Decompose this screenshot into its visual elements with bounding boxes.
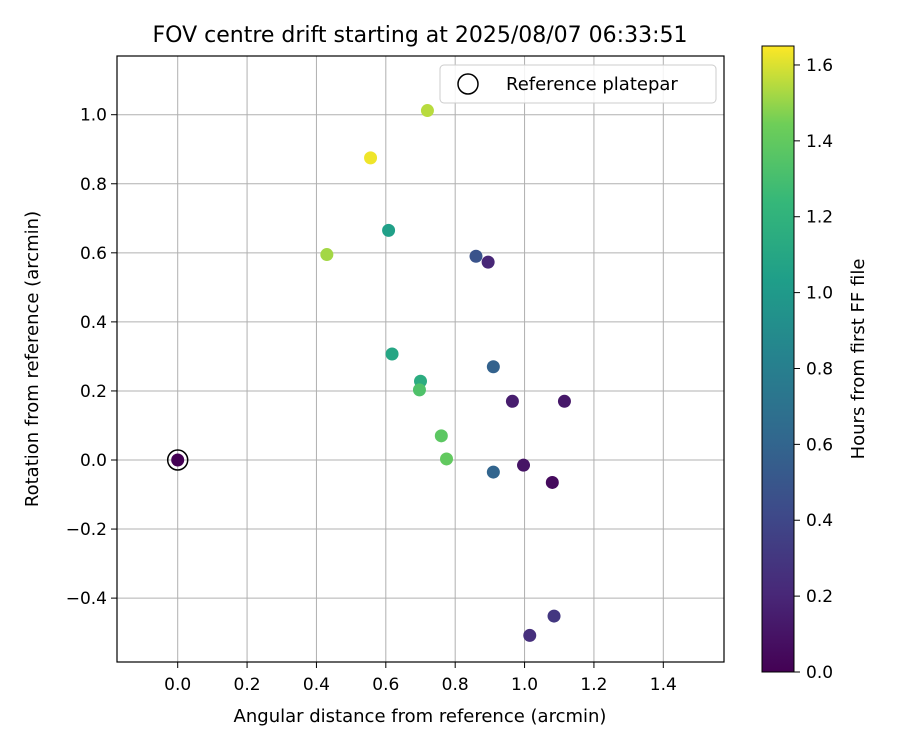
y-tick-label: −0.4 [66,589,107,609]
colorbar: 0.0 0.2 0.4 0.6 0.8 1.0 1.2 1.4 1.6 Hours from f… [761,45,869,683]
y-axis-ticks: −0.4 −0.2 0.0 0.2 0.4 0.6 0.8 1.0 [66,106,117,609]
y-tick-label: 0.4 [80,313,107,333]
x-axis-ticks: 0.0 0.2 0.4 0.6 0.8 1.0 1.2 1.4 [164,662,677,695]
colorbar-tick-label: 0.6 [806,435,833,455]
data-point [420,104,434,118]
x-tick-label: 0.2 [234,675,261,695]
y-tick-label: −0.2 [66,520,107,540]
data-point [505,394,519,408]
legend-box [439,64,717,104]
reference-marker [166,449,189,471]
data-point [547,609,561,623]
data-point [545,475,559,489]
chart-title: FOV centre drift starting at 2025/08/07 … [153,23,688,48]
data-point [557,394,571,408]
data-point [382,223,396,237]
data-point [486,360,500,374]
reference-platepar-marker [166,449,189,471]
data-point [523,628,537,642]
data-points [171,104,571,642]
data-point [434,429,448,443]
y-tick-label: 0.6 [80,244,107,264]
colorbar-tick-label: 0.8 [806,359,833,379]
colorbar-gradient [761,45,795,673]
colorbar-tick-label: 1.0 [806,284,833,304]
data-point [364,151,378,165]
x-tick-label: 1.4 [650,675,677,695]
y-tick-label: 0.0 [80,451,107,471]
plot-frame [116,55,725,663]
x-axis-label: Angular distance from reference (arcmin) [234,706,607,727]
data-point [385,347,399,361]
data-point [469,249,483,263]
y-axis-label: Rotation from reference (arcmin) [22,211,43,507]
colorbar-tick-label: 1.2 [806,208,833,228]
x-tick-label: 0.8 [442,675,469,695]
y-tick-label: 1.0 [80,106,107,126]
data-point [481,255,495,269]
data-point [412,383,426,397]
colorbar-tick-label: 0.0 [806,663,833,683]
legend-marker [457,73,479,95]
x-tick-label: 1.0 [511,675,538,695]
data-point [320,248,334,262]
legend-entry: Reference platepar [506,74,678,95]
colorbar-ticks: 0.0 0.2 0.4 0.6 0.8 1.0 1.2 1.4 1.6 [794,56,833,683]
y-tick-label: 0.2 [80,382,107,402]
colorbar-tick-label: 1.6 [806,56,833,76]
x-tick-label: 0.6 [372,675,399,695]
data-point [171,453,185,467]
data-point [440,452,454,466]
colorbar-tick-label: 0.2 [806,587,833,607]
x-tick-label: 1.2 [580,675,607,695]
colorbar-tick-label: 1.4 [806,132,833,152]
x-tick-label: 0.0 [164,675,191,695]
colorbar-tick-label: 0.4 [806,511,833,531]
data-point [517,458,531,472]
y-tick-label: 0.8 [80,175,107,195]
colorbar-label: Hours from first FF file [848,259,869,460]
data-point [486,465,500,479]
grid [117,56,724,662]
legend: Reference platepar [439,64,717,104]
x-tick-label: 0.4 [303,675,330,695]
